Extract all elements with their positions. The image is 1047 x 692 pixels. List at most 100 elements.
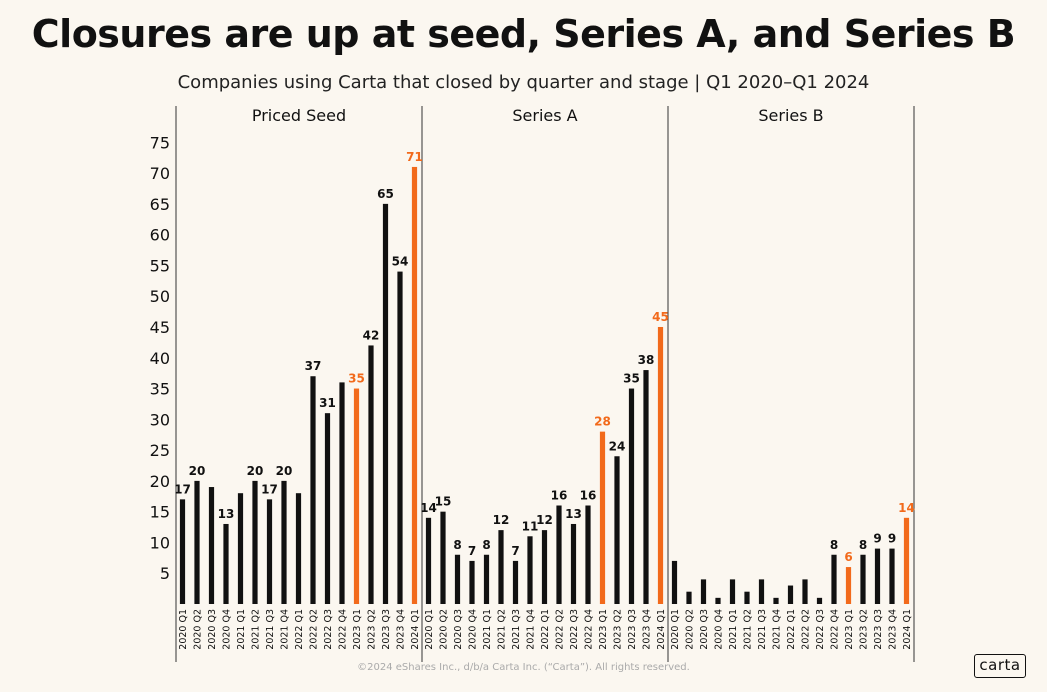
data-label: 37 <box>305 359 322 373</box>
x-tick-label: 2020 Q3 <box>207 609 218 650</box>
x-tick-label: 2021 Q1 <box>728 609 739 650</box>
bar <box>237 493 244 604</box>
x-tick-label: 2020 Q3 <box>699 609 710 650</box>
bar <box>860 554 866 604</box>
x-tick-label: 2023 Q4 <box>888 609 899 650</box>
x-tick-label: 2022 Q3 <box>815 609 826 650</box>
data-label: 12 <box>493 513 510 527</box>
data-label: 20 <box>247 464 264 478</box>
bar <box>208 487 215 604</box>
bar <box>179 499 186 604</box>
bar <box>397 271 403 604</box>
data-label: 9 <box>873 532 881 546</box>
x-tick-label: 2020 Q2 <box>439 609 450 650</box>
x-tick-label: 2023 Q2 <box>859 609 870 650</box>
y-tick-label: 75 <box>150 133 170 152</box>
x-tick-label: 2022 Q4 <box>830 609 841 650</box>
chart-subtitle: Companies using Carta that closed by qua… <box>177 72 870 93</box>
data-label: 13 <box>218 507 235 521</box>
data-label: 8 <box>859 538 867 552</box>
x-tick-label: 2023 Q1 <box>352 609 363 650</box>
data-label: 6 <box>844 550 852 564</box>
data-label: 15 <box>435 495 452 509</box>
bar <box>266 499 273 604</box>
x-tick-label: 2022 Q2 <box>555 609 566 650</box>
y-tick-label: 60 <box>150 226 170 245</box>
x-tick-label: 2022 Q3 <box>323 609 334 650</box>
bar <box>295 493 302 604</box>
x-tick-label: 2020 Q2 <box>685 609 696 650</box>
x-tick-label: 2022 Q1 <box>786 609 797 650</box>
x-tick-label: 2022 Q1 <box>294 609 305 650</box>
bar <box>440 511 446 604</box>
panel-header: Series B <box>758 106 823 125</box>
bar <box>411 166 418 604</box>
bar <box>556 505 562 604</box>
bar <box>816 597 823 604</box>
data-label: 11 <box>522 519 539 533</box>
x-tick-label: 2024 Q1 <box>656 609 667 650</box>
y-tick-label: 30 <box>150 410 170 429</box>
x-tick-label: 2023 Q1 <box>844 609 855 650</box>
data-label: 17 <box>174 482 191 496</box>
x-tick-label: 2024 Q1 <box>902 609 913 650</box>
bar <box>425 517 432 604</box>
x-tick-label: 2021 Q3 <box>265 609 276 650</box>
copyright-footer: ©2024 eShares Inc., d/b/a Carta Inc. (“C… <box>357 662 690 673</box>
bar <box>324 413 331 604</box>
bar <box>469 560 475 604</box>
x-tick-label: 2023 Q1 <box>598 609 609 650</box>
bar <box>483 554 490 604</box>
data-label: 71 <box>406 150 423 164</box>
x-tick-label: 2022 Q1 <box>540 609 551 650</box>
bar <box>773 597 779 604</box>
bar <box>541 530 548 604</box>
bar <box>671 560 678 604</box>
y-tick-label: 20 <box>150 472 170 491</box>
x-tick-label: 2021 Q4 <box>772 609 783 650</box>
panel-header: Series A <box>512 106 577 125</box>
bar <box>281 480 287 604</box>
x-tick-label: 2020 Q1 <box>178 609 189 650</box>
y-tick-label: 25 <box>150 441 170 460</box>
x-tick-label: 2023 Q2 <box>367 609 378 650</box>
bar <box>614 456 620 604</box>
y-tick-label: 40 <box>150 349 170 368</box>
bar <box>744 591 750 604</box>
bar <box>758 579 765 604</box>
bar <box>787 585 794 604</box>
bar <box>599 431 606 604</box>
data-label: 9 <box>888 532 896 546</box>
data-label: 38 <box>638 353 655 367</box>
y-tick-label: 55 <box>150 256 170 275</box>
data-label: 45 <box>652 310 669 324</box>
carta-logo: carta <box>974 654 1026 678</box>
data-label: 54 <box>392 255 409 269</box>
x-tick-label: 2023 Q4 <box>642 609 653 650</box>
data-label: 14 <box>420 501 437 515</box>
x-tick-label: 2020 Q4 <box>468 609 479 650</box>
data-label: 20 <box>189 464 206 478</box>
data-label: 12 <box>536 513 553 527</box>
y-tick-label: 70 <box>150 164 170 183</box>
x-tick-label: 2021 Q1 <box>482 609 493 650</box>
bar <box>454 554 461 604</box>
data-label: 31 <box>319 396 336 410</box>
data-label: 42 <box>363 328 380 342</box>
bar <box>874 548 881 604</box>
x-tick-label: 2023 Q3 <box>627 609 638 650</box>
data-label: 35 <box>348 372 365 386</box>
data-label: 13 <box>565 507 582 521</box>
x-tick-label: 2022 Q2 <box>801 609 812 650</box>
bar <box>845 567 852 604</box>
data-label: 8 <box>453 538 461 552</box>
x-tick-label: 2020 Q4 <box>222 609 233 650</box>
x-tick-label: 2021 Q3 <box>757 609 768 650</box>
x-tick-label: 2021 Q2 <box>743 609 754 650</box>
bar <box>310 376 316 604</box>
data-label: 65 <box>377 187 394 201</box>
panel-header: Priced Seed <box>252 106 346 125</box>
y-tick-label: 50 <box>150 287 170 306</box>
x-tick-label: 2021 Q2 <box>251 609 262 650</box>
